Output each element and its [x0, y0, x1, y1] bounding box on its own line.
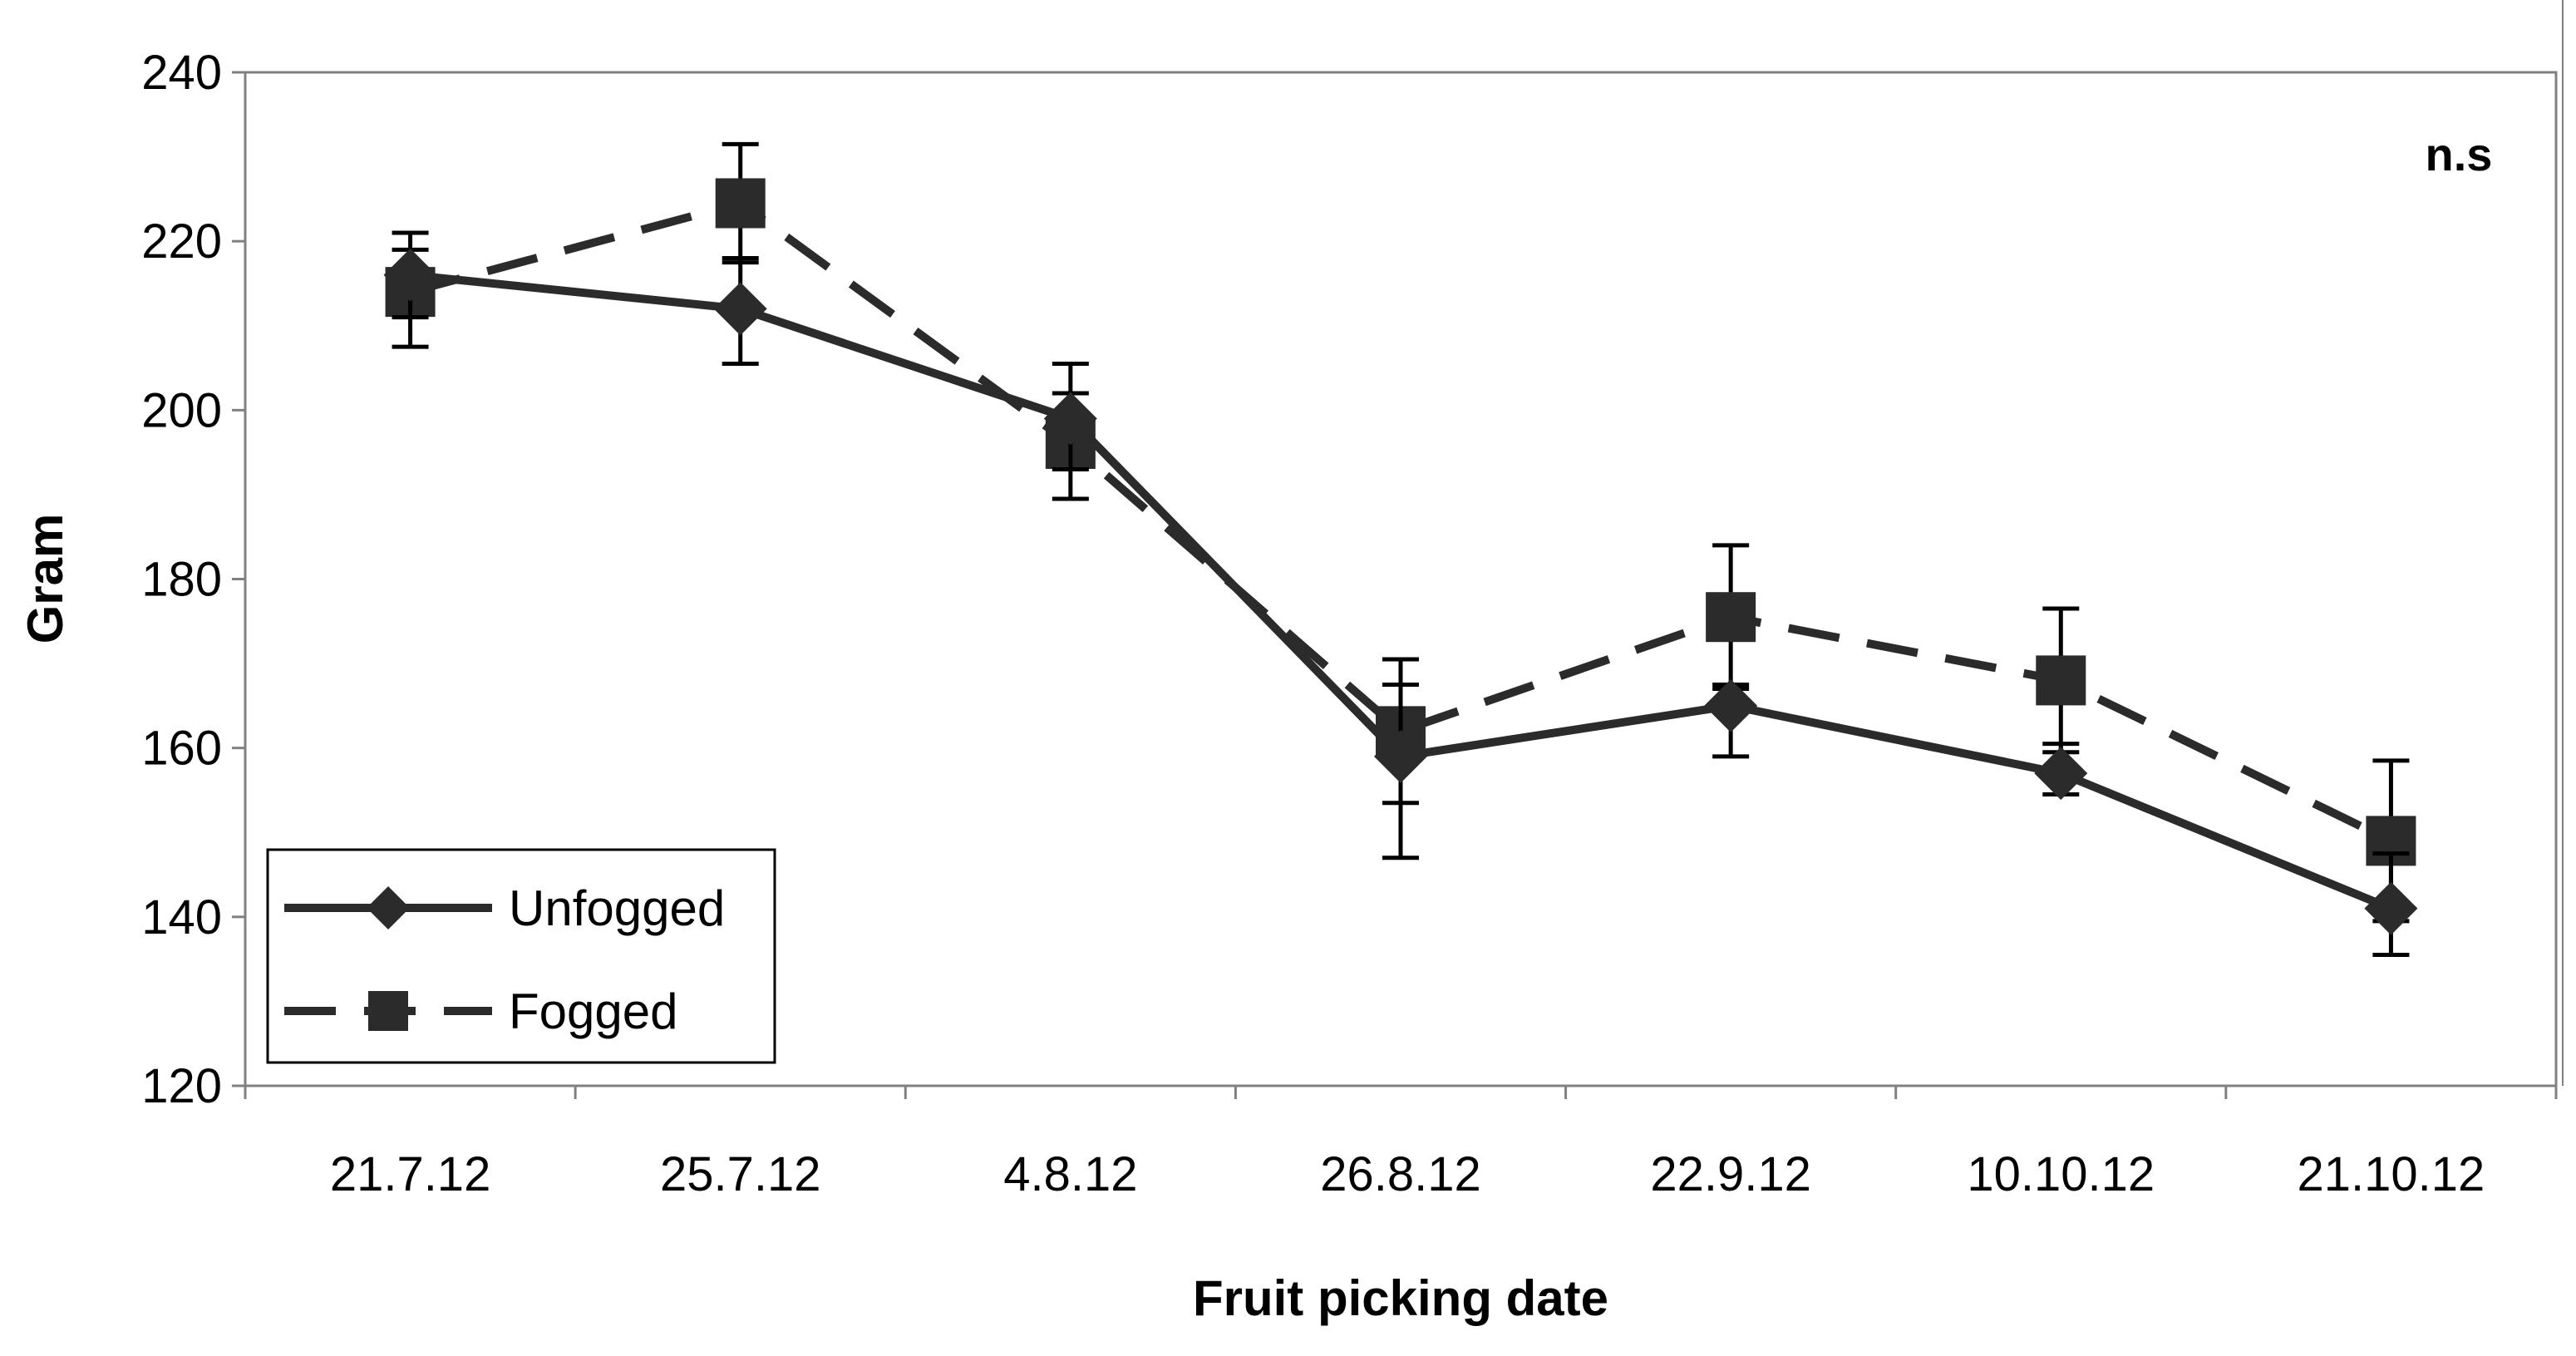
legend-label-unfogged: Unfogged	[509, 880, 725, 936]
data-point-fogged	[715, 178, 766, 229]
x-tick-label: 10.10.12	[1967, 1147, 2155, 1201]
legend-item-fogged: Fogged	[284, 984, 678, 1039]
y-axis-title: Gram	[17, 514, 73, 644]
legend-marker-unfogged	[367, 886, 410, 929]
x-axis-title: Fruit picking date	[1193, 1270, 1608, 1326]
data-point-unfogged	[1374, 729, 1427, 783]
data-point-fogged	[2036, 655, 2086, 706]
data-point-unfogged	[713, 282, 767, 336]
data-point-fogged	[1706, 592, 1756, 643]
data-point-unfogged	[383, 248, 437, 302]
x-axis: 21.7.12 25.7.12 4.8.12 26.8.12 22.9.12 10.10.…	[244, 1084, 2558, 1201]
significance-annotation: n.s	[2426, 128, 2493, 180]
y-tick-label: 240	[141, 46, 222, 100]
data-point-unfogged	[1704, 678, 1758, 732]
x-tick-label: 22.9.12	[1650, 1147, 1811, 1201]
x-tick-label: 25.7.12	[660, 1147, 821, 1201]
y-tick-label: 200	[141, 383, 222, 437]
y-tick-label: 160	[141, 722, 222, 776]
x-tick-label: 4.8.12	[1003, 1147, 1137, 1201]
y-tick-label: 220	[141, 214, 222, 269]
x-tick-label: 21.7.12	[330, 1147, 491, 1201]
y-tick-label: 180	[141, 553, 222, 607]
legend-box	[266, 848, 776, 1064]
data-point-unfogged	[1043, 392, 1097, 446]
data-point-unfogged	[2364, 881, 2418, 935]
series-unfogged	[383, 230, 2418, 958]
x-tick-label: 21.10.12	[2298, 1147, 2485, 1201]
series-layer	[383, 141, 2418, 958]
legend-item-unfogged: Unfogged	[284, 880, 725, 936]
legend-label-fogged: Fogged	[509, 984, 678, 1039]
legend-marker-fogged	[368, 991, 408, 1031]
x-tick-label: 26.8.12	[1320, 1147, 1481, 1201]
data-point-unfogged	[2034, 747, 2088, 801]
y-tick-label: 140	[141, 890, 222, 944]
legend: Unfogged Fogged	[266, 848, 776, 1064]
y-axis: 120 140 160 180 200 220 240	[141, 46, 247, 1113]
y-tick-label: 120	[141, 1059, 222, 1113]
